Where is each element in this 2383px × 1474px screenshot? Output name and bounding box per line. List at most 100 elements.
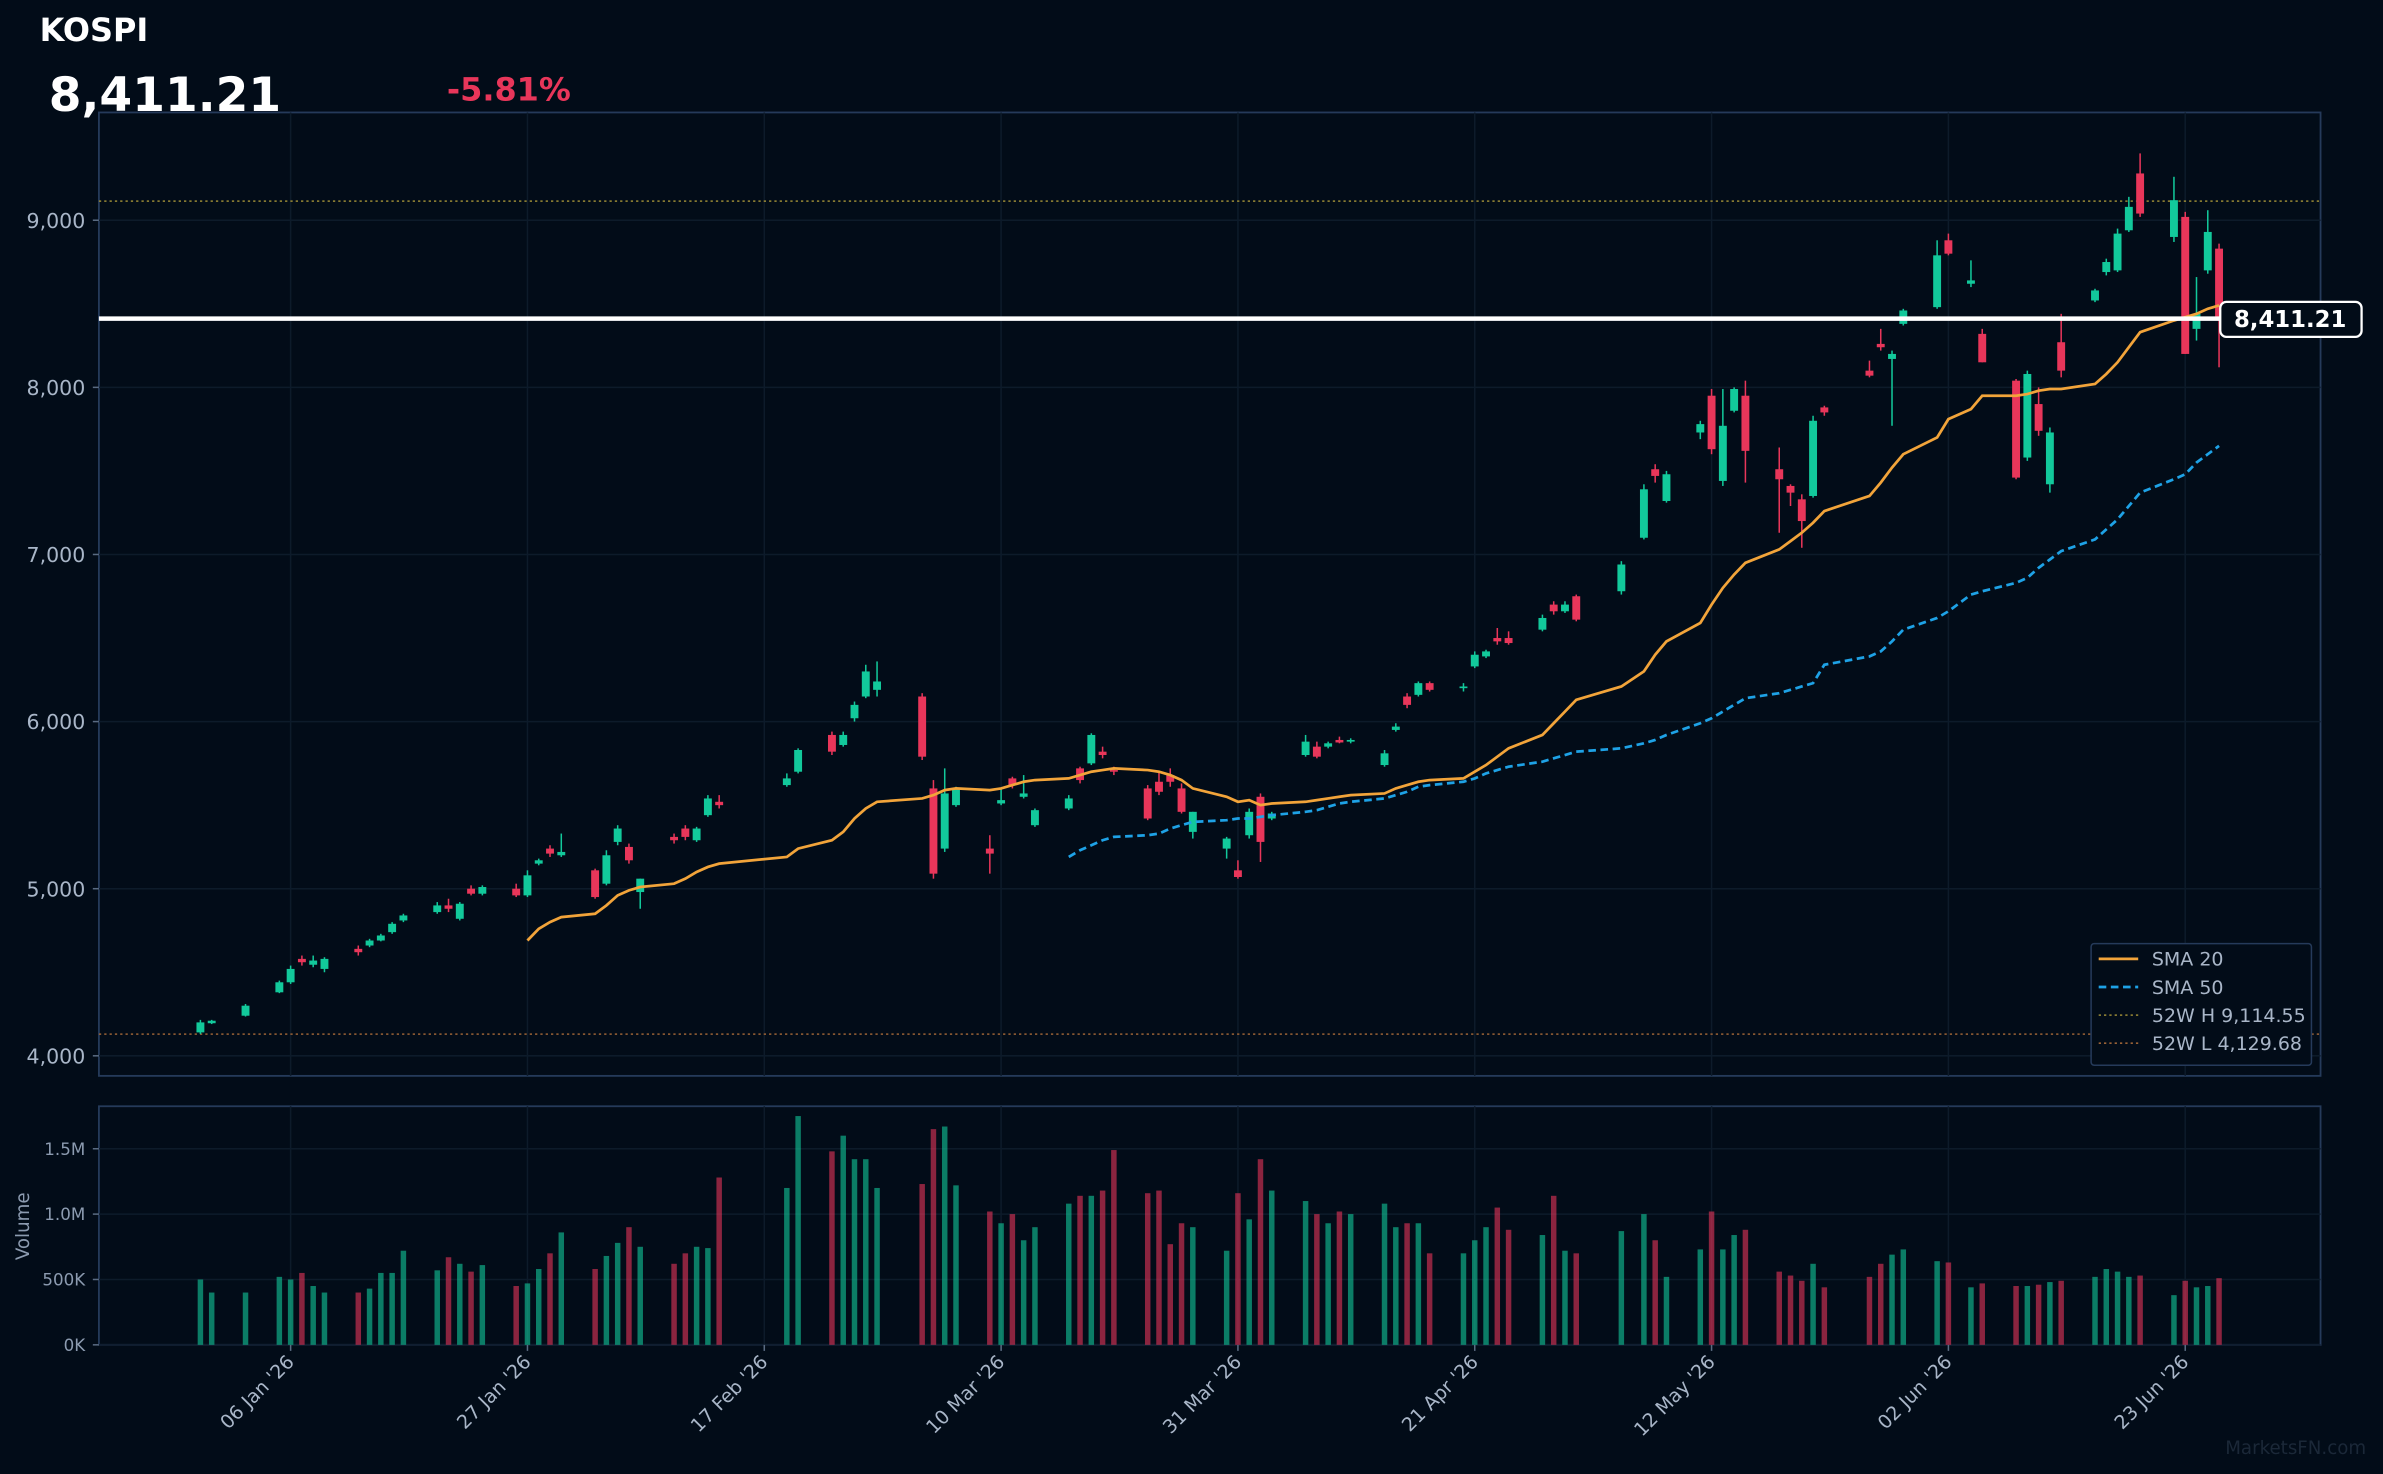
volume-bar <box>535 1269 542 1345</box>
volume-bar <box>513 1286 519 1345</box>
legend-label: 52W L 4,129.68 <box>2152 1033 2302 1055</box>
candle-body <box>455 903 464 919</box>
volume-bar <box>1426 1253 1433 1345</box>
candle-body <box>1098 751 1107 756</box>
candle-body <box>681 828 690 837</box>
volume-bar <box>1032 1227 1038 1345</box>
legend-label: 52W H 9,114.55 <box>2152 1005 2306 1027</box>
candle-body <box>1188 811 1197 832</box>
candle-body <box>2091 290 2099 301</box>
volume-bar <box>1494 1207 1501 1345</box>
candle-body <box>929 788 938 874</box>
volume-bar <box>930 1129 937 1345</box>
volume-bar <box>1821 1287 1828 1345</box>
candle-body <box>467 888 476 894</box>
candle-body <box>534 860 543 864</box>
sma-line <box>526 304 2220 942</box>
candle-body <box>444 905 453 909</box>
volume-bar <box>558 1232 565 1345</box>
volume-bar <box>2137 1275 2143 1345</box>
volume-bar <box>1336 1211 1343 1345</box>
candle-body <box>2023 373 2032 458</box>
volume-bar <box>321 1292 328 1345</box>
volume-bar <box>705 1248 711 1345</box>
last-price-label: 8,411.21 <box>2234 307 2346 333</box>
volume-bar <box>366 1288 373 1345</box>
volume-bar <box>626 1227 632 1345</box>
price-change: -5.81% <box>447 70 571 108</box>
volume-bar <box>1483 1227 1489 1345</box>
candle-body <box>2169 200 2178 237</box>
candle-body <box>1696 424 1705 433</box>
candle-body <box>2203 231 2212 271</box>
candle-body <box>1403 696 1412 705</box>
legend: SMA 20 SMA 50 52W H 9,114.55 52W L 4,129.68 <box>2090 942 2313 1066</box>
candle-body <box>1143 788 1152 819</box>
volume-bar <box>2035 1284 2042 1345</box>
volume-bar <box>2114 1271 2121 1345</box>
legend-label: SMA 50 <box>2152 977 2224 999</box>
candle-body <box>1538 617 1547 630</box>
candle-body <box>1933 255 1942 308</box>
volume-bar <box>2013 1286 2019 1345</box>
volume-bar <box>998 1223 1004 1345</box>
candle-body <box>207 1020 216 1024</box>
volume-bar <box>1731 1235 1737 1345</box>
volume-bar <box>1235 1193 1241 1345</box>
candle-body <box>523 875 532 896</box>
volume-bar <box>2216 1278 2222 1345</box>
candle-body <box>670 836 679 841</box>
volume-bar <box>400 1250 407 1345</box>
candle-body <box>2045 432 2054 485</box>
y-tick-label: 8,000 <box>27 376 86 400</box>
candle-body <box>1109 770 1118 772</box>
volume-bar <box>547 1253 553 1345</box>
y-tick-label: 7,000 <box>27 543 86 567</box>
candle-body <box>1820 407 1829 413</box>
volume-bar <box>389 1272 395 1345</box>
volume-bar <box>1167 1244 1173 1345</box>
volume-bar <box>1223 1250 1230 1345</box>
candle-body <box>861 671 870 697</box>
sma-line <box>1068 444 2220 859</box>
volume-bar <box>874 1187 880 1345</box>
candle-body <box>1324 743 1333 747</box>
volume-bar <box>1415 1223 1422 1345</box>
volume-bar <box>2024 1286 2031 1345</box>
volume-bar <box>1472 1240 1478 1345</box>
candle-body <box>275 982 284 993</box>
volume-bar <box>524 1283 531 1345</box>
candle-body <box>715 801 724 806</box>
last-price-box <box>2219 300 2363 339</box>
candle-body <box>2215 248 2224 319</box>
candle-body <box>1391 726 1400 730</box>
candle-body <box>602 855 611 884</box>
candle-body <box>2102 262 2111 273</box>
candle-body <box>1470 654 1479 667</box>
volume-bar <box>1945 1262 1952 1345</box>
candle-body <box>320 958 329 969</box>
volume-bar <box>2126 1276 2132 1345</box>
watermark: MarketsFN.com <box>2225 1438 2366 1459</box>
candle-body <box>2124 206 2133 231</box>
volume-bar <box>829 1151 835 1345</box>
candle-body <box>478 887 487 894</box>
candle-body <box>1549 604 1558 612</box>
candle-body <box>952 788 960 806</box>
candle-body <box>1493 638 1502 642</box>
candle-body <box>1572 596 1581 620</box>
volume-bar <box>592 1269 598 1345</box>
candle-body <box>309 960 318 965</box>
volume-bar <box>355 1292 362 1345</box>
volume-bar <box>840 1135 846 1345</box>
volume-bar <box>1347 1214 1354 1345</box>
volume-bar <box>953 1185 959 1345</box>
volume-bar <box>1099 1190 1106 1345</box>
candle-body <box>1019 793 1028 797</box>
volume-bar <box>1505 1229 1512 1345</box>
y-tick-label: 6,000 <box>27 710 86 734</box>
candle-body <box>1707 395 1716 450</box>
candle-body <box>399 915 408 921</box>
volume-bar <box>1550 1195 1557 1345</box>
candle-body <box>2192 313 2201 329</box>
